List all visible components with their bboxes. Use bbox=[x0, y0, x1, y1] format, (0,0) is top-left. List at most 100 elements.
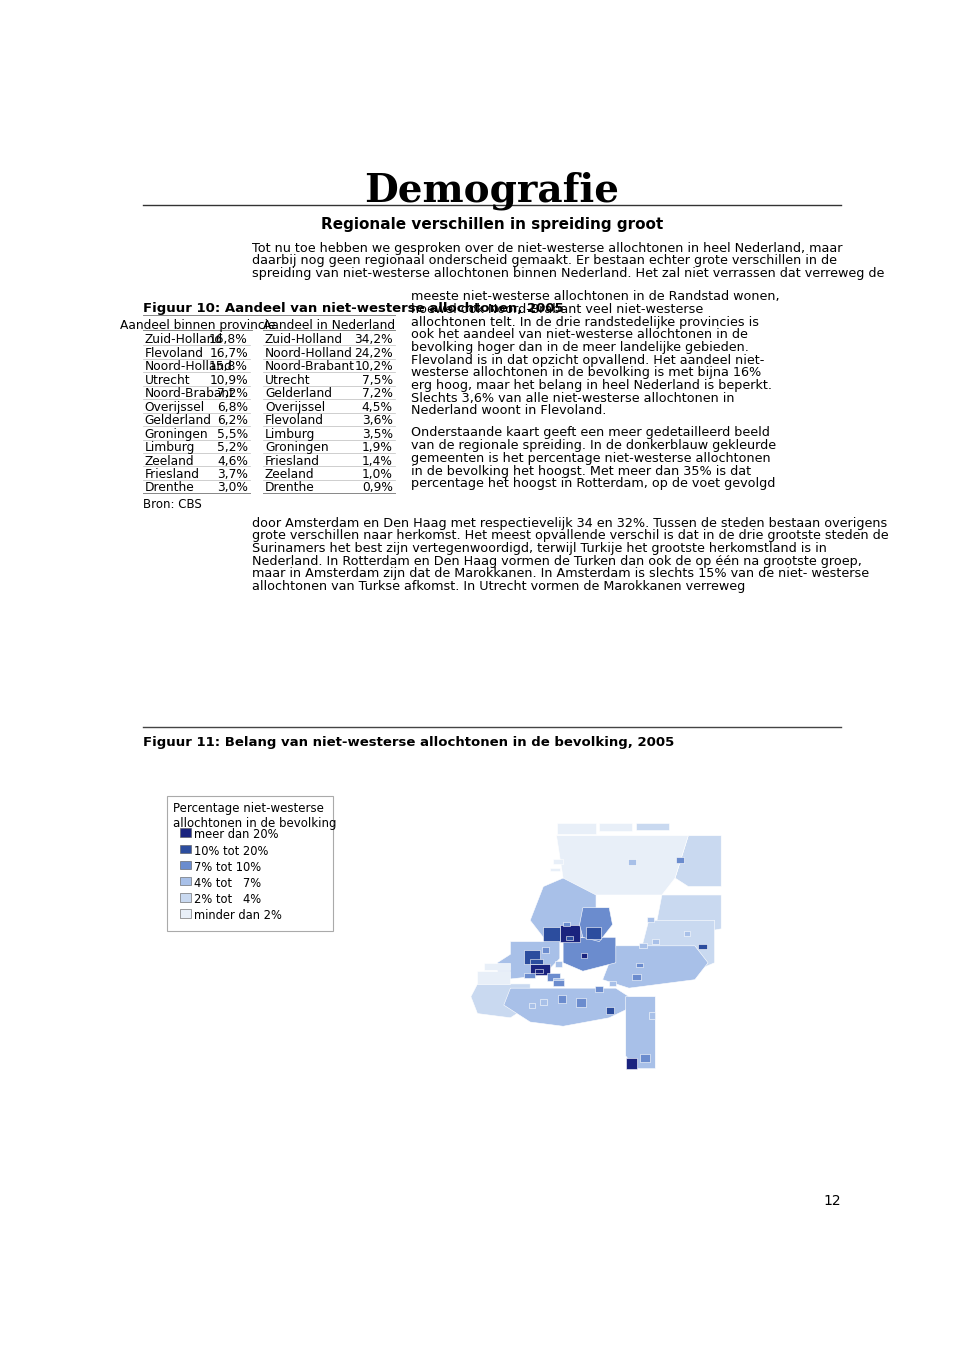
Text: Friesland: Friesland bbox=[145, 468, 200, 482]
Text: westerse allochtonen in de bevolking is met bijna 16%: westerse allochtonen in de bevolking is … bbox=[411, 366, 761, 380]
Polygon shape bbox=[523, 973, 536, 978]
Polygon shape bbox=[542, 948, 548, 952]
Polygon shape bbox=[595, 986, 603, 992]
Text: 2% tot   4%: 2% tot 4% bbox=[194, 893, 261, 906]
Text: Nederland woont in Flevoland.: Nederland woont in Flevoland. bbox=[411, 405, 606, 417]
Text: ook het aandeel van niet-westerse allochtonen in de: ook het aandeel van niet-westerse alloch… bbox=[411, 328, 748, 342]
Text: Figuur 11: Belang van niet-westerse allochtonen in de bevolking, 2005: Figuur 11: Belang van niet-westerse allo… bbox=[143, 735, 675, 749]
Polygon shape bbox=[606, 1007, 614, 1014]
Text: allochtonen telt. In de drie randstedelijke provincies is: allochtonen telt. In de drie randstedeli… bbox=[411, 316, 758, 328]
Polygon shape bbox=[530, 965, 550, 975]
Text: Nederland. In Rotterdam en Den Haag vormen de Turken dan ook de op één na groots: Nederland. In Rotterdam en Den Haag vorm… bbox=[252, 554, 862, 568]
Polygon shape bbox=[636, 963, 643, 967]
Polygon shape bbox=[642, 921, 714, 971]
Text: 24,2%: 24,2% bbox=[354, 347, 393, 359]
Text: 3,0%: 3,0% bbox=[217, 482, 248, 494]
Polygon shape bbox=[599, 823, 633, 831]
Polygon shape bbox=[640, 1054, 650, 1062]
Polygon shape bbox=[558, 995, 566, 1003]
Polygon shape bbox=[523, 949, 540, 965]
Text: 7,5%: 7,5% bbox=[362, 373, 393, 387]
Polygon shape bbox=[633, 974, 641, 980]
Text: Noord-Holland: Noord-Holland bbox=[145, 361, 232, 373]
Text: Overijssel: Overijssel bbox=[145, 401, 204, 413]
Text: Aandeel binnen provincie: Aandeel binnen provincie bbox=[120, 318, 276, 332]
Text: van de regionale spreiding. In de donkerblauw gekleurde: van de regionale spreiding. In de donker… bbox=[411, 439, 776, 453]
Text: Zuid-Holland: Zuid-Holland bbox=[145, 333, 223, 346]
Polygon shape bbox=[550, 868, 560, 871]
Text: hoewel ook Noord-Brabant veel niet-westerse: hoewel ook Noord-Brabant veel niet-weste… bbox=[411, 303, 703, 316]
Text: 1,9%: 1,9% bbox=[362, 440, 393, 454]
Text: Surinamers het best zijn vertegenwoordigd, terwijl Turkije het grootste herkomst: Surinamers het best zijn vertegenwoordig… bbox=[252, 542, 827, 554]
Text: 5,2%: 5,2% bbox=[217, 440, 248, 454]
Polygon shape bbox=[603, 945, 708, 988]
Text: Drenthe: Drenthe bbox=[145, 482, 195, 494]
Text: Percentage niet-westerse
allochtonen in de bevolking: Percentage niet-westerse allochtonen in … bbox=[173, 803, 336, 830]
FancyBboxPatch shape bbox=[166, 796, 333, 930]
Polygon shape bbox=[504, 988, 636, 1026]
Text: 1,0%: 1,0% bbox=[362, 468, 393, 482]
Text: Zeeland: Zeeland bbox=[145, 454, 195, 468]
Polygon shape bbox=[553, 980, 564, 985]
Text: 10,2%: 10,2% bbox=[354, 361, 393, 373]
Text: 1,4%: 1,4% bbox=[362, 454, 393, 468]
Text: 4,5%: 4,5% bbox=[362, 401, 393, 413]
Text: 12: 12 bbox=[823, 1194, 841, 1207]
Text: 0,9%: 0,9% bbox=[362, 482, 393, 494]
Polygon shape bbox=[564, 937, 615, 971]
Polygon shape bbox=[626, 996, 656, 1069]
Text: Flevoland is in dat opzicht opvallend. Het aandeel niet-: Flevoland is in dat opzicht opvallend. H… bbox=[411, 354, 764, 366]
Text: Friesland: Friesland bbox=[265, 454, 320, 468]
Polygon shape bbox=[560, 925, 580, 941]
Polygon shape bbox=[636, 823, 668, 830]
Text: erg hoog, maar het belang in heel Nederland is beperkt.: erg hoog, maar het belang in heel Nederl… bbox=[411, 379, 772, 392]
Text: 7% tot 10%: 7% tot 10% bbox=[194, 860, 261, 874]
Text: Noord-Brabant: Noord-Brabant bbox=[265, 361, 355, 373]
Polygon shape bbox=[555, 960, 562, 967]
Text: Flevoland: Flevoland bbox=[145, 347, 204, 359]
Text: allochtonen van Turkse afkomst. In Utrecht vormen de Marokkanen verreweg: allochtonen van Turkse afkomst. In Utrec… bbox=[252, 580, 745, 593]
Text: Regionale verschillen in spreiding groot: Regionale verschillen in spreiding groot bbox=[321, 217, 663, 232]
Text: Gelderland: Gelderland bbox=[265, 387, 332, 401]
Polygon shape bbox=[497, 941, 560, 980]
Text: 4% tot   7%: 4% tot 7% bbox=[194, 877, 261, 890]
Polygon shape bbox=[530, 959, 543, 963]
Text: 15,8%: 15,8% bbox=[209, 361, 248, 373]
Text: Zeeland: Zeeland bbox=[265, 468, 315, 482]
Text: percentage het hoogst in Rotterdam, op de voet gevolgd: percentage het hoogst in Rotterdam, op d… bbox=[411, 477, 775, 490]
Polygon shape bbox=[484, 963, 511, 970]
Text: Utrecht: Utrecht bbox=[265, 373, 310, 387]
Text: in de bevolking het hoogst. Met meer dan 35% is dat: in de bevolking het hoogst. Met meer dan… bbox=[411, 465, 751, 477]
Polygon shape bbox=[477, 971, 511, 984]
Text: Aandeel in Nederland: Aandeel in Nederland bbox=[263, 318, 396, 332]
Text: Onderstaande kaart geeft een meer gedetailleerd beeld: Onderstaande kaart geeft een meer gedeta… bbox=[411, 427, 770, 439]
Text: 34,2%: 34,2% bbox=[354, 333, 393, 346]
Bar bbox=[180, 893, 190, 901]
Text: Limburg: Limburg bbox=[265, 428, 315, 440]
Polygon shape bbox=[587, 927, 601, 938]
Polygon shape bbox=[553, 978, 564, 986]
Polygon shape bbox=[581, 952, 587, 958]
Text: 16,7%: 16,7% bbox=[209, 347, 248, 359]
Polygon shape bbox=[566, 936, 573, 940]
Polygon shape bbox=[540, 999, 546, 1006]
Text: 3,5%: 3,5% bbox=[362, 428, 393, 440]
Bar bbox=[180, 845, 190, 853]
Text: Overijssel: Overijssel bbox=[265, 401, 325, 413]
Polygon shape bbox=[580, 908, 612, 941]
Polygon shape bbox=[471, 984, 530, 1018]
Polygon shape bbox=[649, 1013, 656, 1019]
Polygon shape bbox=[626, 1058, 636, 1069]
Text: maar in Amsterdam zijn dat de Marokkanen. In Amsterdam is slechts 15% van de nie: maar in Amsterdam zijn dat de Marokkanen… bbox=[252, 568, 869, 580]
Text: grote verschillen naar herkomst. Het meest opvallende verschil is dat in de drie: grote verschillen naar herkomst. Het mee… bbox=[252, 530, 888, 542]
Bar bbox=[180, 829, 190, 837]
Text: Flevoland: Flevoland bbox=[265, 414, 324, 427]
Text: Zuid-Holland: Zuid-Holland bbox=[265, 333, 343, 346]
Text: 6,8%: 6,8% bbox=[217, 401, 248, 413]
Text: 6,2%: 6,2% bbox=[217, 414, 248, 427]
Text: meeste niet-westerse allochtonen in de Randstad wonen,: meeste niet-westerse allochtonen in de R… bbox=[411, 289, 780, 303]
Polygon shape bbox=[536, 969, 543, 973]
Polygon shape bbox=[698, 944, 707, 949]
Text: bevolking hoger dan in de meer landelijke gebieden.: bevolking hoger dan in de meer landelijk… bbox=[411, 342, 749, 354]
Text: Demografie: Demografie bbox=[365, 172, 619, 210]
